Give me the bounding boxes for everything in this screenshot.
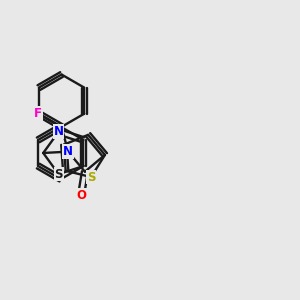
Text: S: S — [54, 168, 63, 181]
Text: N: N — [54, 125, 64, 138]
Text: N: N — [63, 145, 73, 158]
Text: S: S — [87, 171, 95, 184]
Text: F: F — [34, 107, 42, 120]
Text: O: O — [76, 189, 86, 202]
